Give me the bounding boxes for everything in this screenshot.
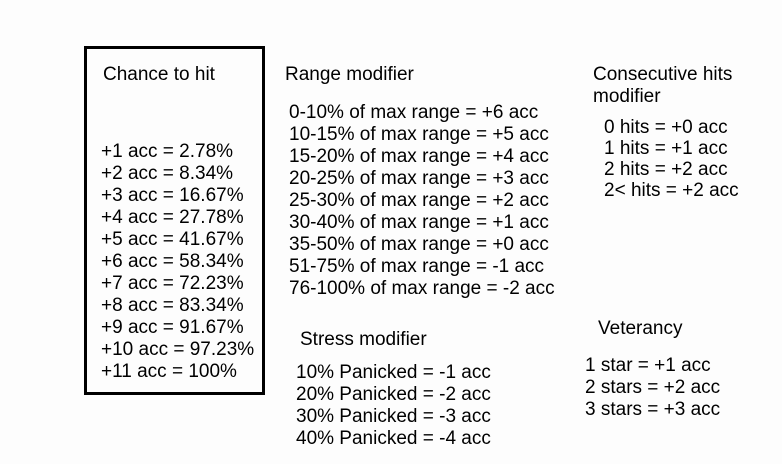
veterancy-title: Veterancy [598,318,683,339]
chance-row: +9 acc = 91.67% [101,317,244,338]
veterancy-list: 1 star = +1 acc 2 stars = +2 acc 3 stars… [585,355,720,421]
range-row: 30-40% of max range = +1 acc [289,212,549,233]
chance-to-hit-box [84,46,265,395]
range-row: 0-10% of max range = +6 acc [289,102,539,123]
chance-to-hit-list: +1 acc = 2.78% +2 acc = 8.34% +3 acc = 1… [101,141,254,383]
stress-row: 10% Panicked = -1 acc [296,362,491,383]
consecutive-hits-row: 2 hits = +2 acc [604,159,728,180]
consecutive-hits-list: 0 hits = +0 acc 1 hits = +1 acc 2 hits =… [604,117,739,201]
stress-modifier-list: 10% Panicked = -1 acc 20% Panicked = -2 … [296,362,491,450]
range-row: 76-100% of max range = -2 acc [289,278,555,299]
chance-row: +7 acc = 72.23% [101,273,244,294]
range-row: 51-75% of max range = -1 acc [289,256,545,277]
range-modifier-title: Range modifier [285,64,414,85]
veterancy-row: 2 stars = +2 acc [585,377,721,398]
chance-row: +2 acc = 8.34% [101,163,234,184]
stress-row: 40% Panicked = -4 acc [296,428,491,449]
consecutive-hits-row: 2< hits = +2 acc [604,180,739,201]
range-modifier-list: 0-10% of max range = +6 acc 10-15% of ma… [289,102,555,300]
chance-row: +6 acc = 58.34% [101,251,244,272]
stress-row: 30% Panicked = -3 acc [296,406,491,427]
chance-row: +11 acc = 100% [101,361,237,382]
consecutive-hits-row: 0 hits = +0 acc [604,117,728,138]
chance-row: +10 acc = 97.23% [101,339,255,360]
chance-row: +4 acc = 27.78% [101,207,244,228]
range-row: 25-30% of max range = +2 acc [289,190,549,211]
range-row: 15-20% of max range = +4 acc [289,146,549,167]
chance-row: +1 acc = 2.78% [101,141,234,162]
range-row: 35-50% of max range = +0 acc [289,234,549,255]
chance-row: +5 acc = 41.67% [101,229,244,250]
veterancy-row: 3 stars = +3 acc [585,399,721,420]
chance-to-hit-title: Chance to hit [103,64,215,85]
stress-modifier-title: Stress modifier [300,329,427,350]
chance-row: +8 acc = 83.34% [101,295,244,316]
veterancy-row: 1 star = +1 acc [585,355,711,376]
chance-row: +3 acc = 16.67% [101,185,244,206]
consecutive-hits-row: 1 hits = +1 acc [604,138,728,159]
consecutive-hits-modifier-title: Consecutive hits modifier [593,64,733,107]
stress-row: 20% Panicked = -2 acc [296,384,491,405]
range-row: 20-25% of max range = +3 acc [289,168,549,189]
range-row: 10-15% of max range = +5 acc [289,124,549,145]
